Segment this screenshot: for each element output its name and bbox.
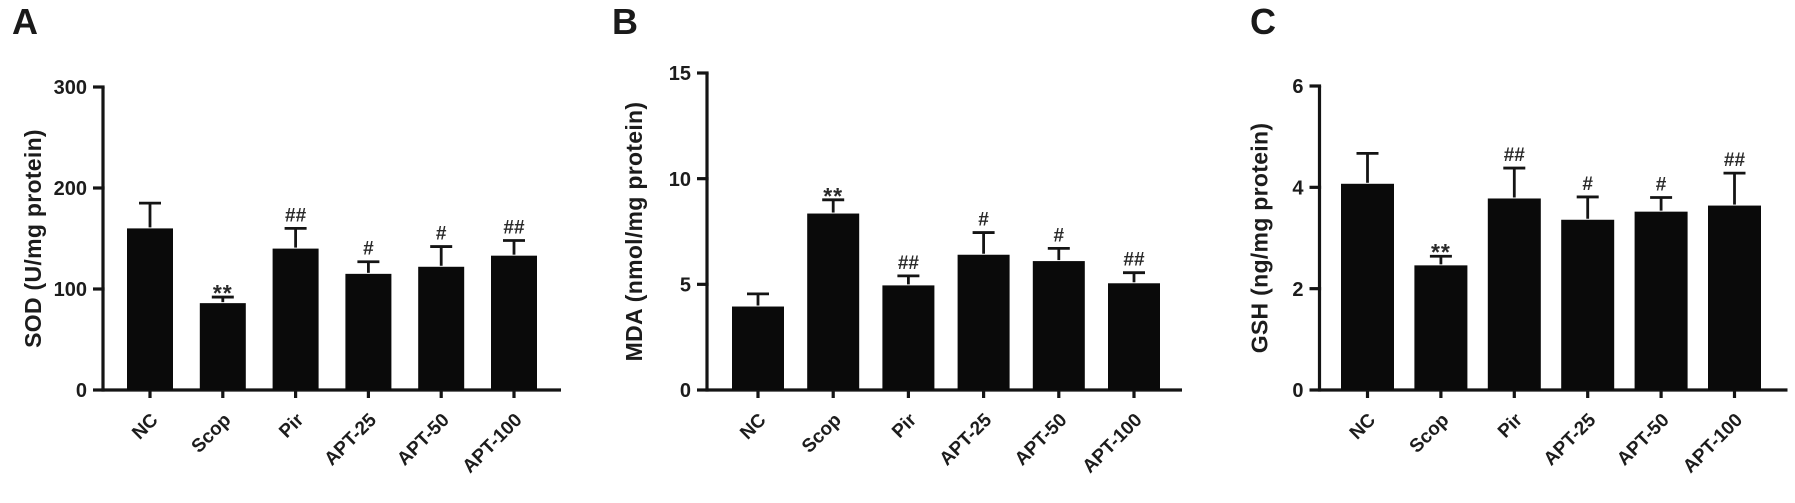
y-tick-label: 4: [1292, 178, 1304, 200]
x-category-label: Scop: [188, 410, 236, 458]
x-category-label: APT-100: [459, 410, 527, 478]
y-tick-label: 200: [54, 178, 87, 200]
significance-marker: #: [1054, 225, 1065, 246]
significance-marker: #: [1656, 174, 1667, 195]
x-category-label: APT-100: [1679, 410, 1747, 478]
y-tick-label: 300: [54, 77, 87, 99]
significance-marker: **: [823, 183, 843, 209]
y-tick-label: 0: [680, 380, 691, 402]
bar-apt-100: [1108, 283, 1160, 390]
bar-apt-25: [345, 273, 392, 390]
x-category-label: APT-50: [1613, 410, 1673, 470]
panel-c-gsh: C 0 2 4 6 GSH (ng/mg protein) NC Scop ** Pir ## AP…: [1196, 0, 1795, 503]
x-category-label: APT-100: [1079, 410, 1147, 478]
y-tick-label: 0: [1292, 380, 1303, 402]
bar-apt-50: [418, 266, 465, 390]
significance-marker: ##: [898, 253, 920, 274]
x-category-label: Pir: [275, 409, 308, 442]
significance-marker: **: [1431, 239, 1451, 265]
x-category-label: APT-25: [1540, 409, 1601, 470]
panel-letter-a: A: [12, 1, 39, 42]
bar-scop: [807, 213, 860, 390]
panel-letter-c: C: [1250, 1, 1277, 42]
significance-marker: #: [1582, 174, 1593, 195]
significance-marker: #: [363, 239, 374, 260]
x-category-label: APT-25: [936, 409, 997, 470]
panel-a-sod: A 0 100 200 300 SOD (U/mg protein) NC Scop ** Pi…: [0, 0, 598, 503]
y-tick-label: 100: [54, 279, 87, 301]
x-category-label: APT-50: [1011, 410, 1071, 470]
significance-marker: ##: [1123, 250, 1145, 271]
bar-apt-100: [1708, 205, 1761, 390]
panel-letter-b: B: [612, 1, 639, 42]
y-tick-label: 0: [76, 380, 87, 402]
bar-scop: [199, 303, 246, 390]
x-category-label: Pir: [1494, 409, 1527, 442]
bar-apt-25: [957, 254, 1010, 390]
bar-pir: [1487, 198, 1541, 390]
x-category-label: Scop: [1406, 410, 1454, 458]
x-category-label: NC: [1346, 409, 1380, 443]
y-tick-label: 5: [680, 275, 691, 297]
significance-marker: ##: [285, 205, 307, 226]
significance-marker: ##: [1504, 145, 1526, 166]
y-axis-title: SOD (U/mg protein): [20, 129, 46, 348]
y-tick-label: 6: [1292, 76, 1303, 98]
significance-marker: ##: [1724, 150, 1746, 171]
x-category-label: NC: [128, 409, 162, 443]
bar-apt-25: [1561, 219, 1615, 390]
x-category-label: Scop: [798, 410, 846, 458]
bar-nc: [127, 228, 173, 390]
x-category-label: APT-50: [393, 410, 453, 470]
bar-apt-100: [491, 255, 537, 390]
y-tick-label: 2: [1292, 279, 1303, 301]
bar-apt-50: [1634, 211, 1688, 390]
y-axis-title: MDA (nmol/mg protein): [621, 102, 647, 362]
y-tick-label: 10: [669, 169, 691, 191]
x-category-label: Pir: [888, 409, 921, 442]
significance-marker: ##: [503, 218, 525, 239]
bar-scop: [1414, 265, 1468, 390]
bar-nc: [732, 306, 784, 390]
bar-nc: [1341, 183, 1394, 390]
x-category-label: APT-25: [321, 409, 382, 470]
significance-marker: #: [436, 224, 447, 245]
significance-marker: #: [978, 210, 989, 231]
bar-apt-50: [1032, 261, 1085, 390]
y-tick-label: 15: [669, 63, 691, 85]
significance-marker: **: [213, 280, 233, 306]
bar-chart-sod: 0 100 200 300 SOD (U/mg protein) NC Scop ** Pir #…: [20, 77, 561, 478]
panel-b-mda: B 0 5 10 15 MDA (nmol/mg protein) NC Scop ** Pir…: [598, 0, 1196, 503]
bar-pir: [272, 248, 319, 390]
y-axis-title: GSH (ng/mg protein): [1247, 123, 1273, 354]
x-category-label: NC: [736, 409, 770, 443]
bar-pir: [882, 285, 935, 390]
